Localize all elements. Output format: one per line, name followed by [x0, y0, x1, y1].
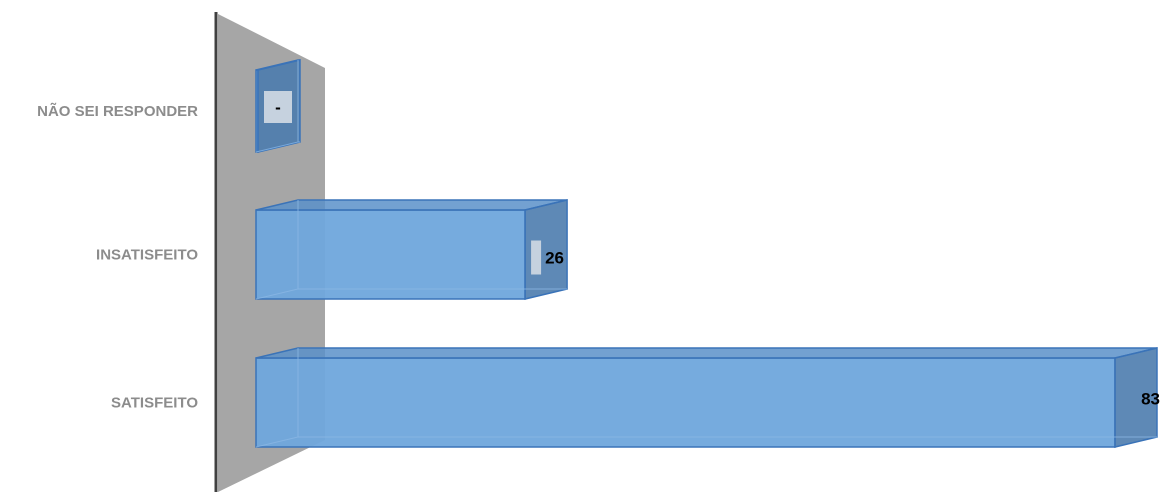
- bar-front: [255, 357, 1116, 448]
- bar-top: [255, 199, 568, 211]
- value-label: 26: [545, 249, 564, 268]
- value-label: 83: [1141, 390, 1160, 409]
- bar-1: [255, 199, 568, 300]
- value-label-box: [531, 240, 542, 275]
- bars-group: [255, 59, 1158, 448]
- bar-top: [255, 347, 1158, 359]
- bar-2: [255, 347, 1158, 448]
- value-label: -: [275, 98, 281, 117]
- value-label-box: [264, 91, 292, 123]
- bar-front: [255, 209, 526, 300]
- category-label: SATISFEITO: [111, 395, 198, 412]
- category-label: INSATISFEITO: [96, 247, 198, 264]
- labels-group: NÃO SEI RESPONDER - INSATISFEITO 26 SATISFEI…: [37, 91, 1160, 412]
- category-label: NÃO SEI RESPONDER: [37, 102, 198, 120]
